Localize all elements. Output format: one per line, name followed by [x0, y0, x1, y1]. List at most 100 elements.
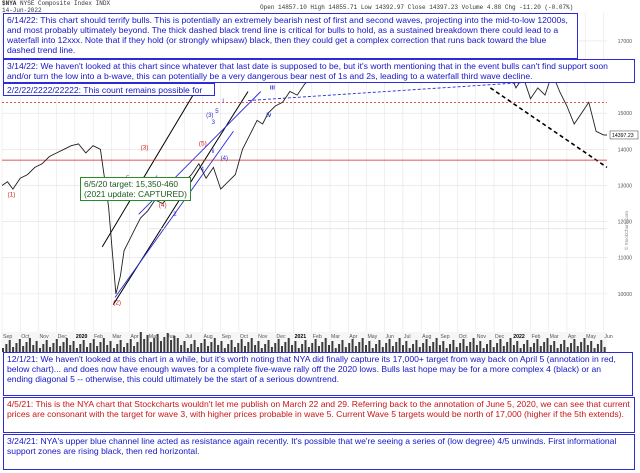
volume-bar [351, 339, 354, 352]
volume-bar [570, 343, 573, 352]
volume-bar [311, 343, 314, 352]
volume-bar [25, 342, 28, 352]
volume-bar [549, 345, 552, 352]
volume-bar [482, 348, 485, 352]
volume-bar [109, 341, 112, 352]
volume-bar [321, 342, 324, 352]
y-tick-14000: 14000 [618, 147, 633, 153]
volume-bar [348, 343, 351, 352]
volume-bar [116, 344, 119, 352]
target-box: 6/5/20 target: 15,350-460 (2021 update: … [80, 177, 191, 201]
volume-bar [499, 339, 502, 352]
x-tick-Apr: Apr [349, 334, 357, 340]
volume-bar [472, 338, 475, 352]
last-price-tag-box [609, 130, 639, 140]
volume-bar [38, 348, 41, 352]
volume-bar [583, 338, 586, 352]
volume-bar [264, 344, 267, 352]
volume-bar [223, 348, 226, 352]
chart-header-ohlc: Open 14857.10 High 14855.71 Low 14392.97… [260, 4, 573, 11]
wave-label-p2: (2) [113, 300, 121, 307]
volume-bar [509, 338, 512, 352]
volume-bar [297, 348, 300, 352]
volume-bar [139, 332, 142, 352]
chart-header-ticker: $NYA NYSE Composite Index INDX [2, 0, 110, 7]
x-tick-Dec: Dec [495, 334, 505, 340]
volume-bar [334, 348, 337, 352]
volume-bar [196, 347, 199, 352]
volume-bar [559, 344, 562, 352]
x-tick-Mar: Mar [331, 334, 340, 340]
volume-bar [287, 338, 290, 352]
wave-label-bp4: (4) [221, 156, 228, 162]
volume-bar [492, 347, 495, 352]
wave-label-p1: (1) [7, 191, 15, 198]
y-tick-12000: 12000 [618, 220, 633, 226]
annotation-2022-03-14-text: 3/14/22: We haven't looked at this chart… [7, 61, 608, 81]
volume-bar [536, 339, 539, 352]
volume-bar [354, 346, 357, 352]
volume-bar [593, 348, 596, 352]
annotation-2021-03-24-text: 3/24/21: NYA's upper blue channel line a… [7, 436, 617, 456]
volume-bar [375, 344, 378, 352]
volume-bar [502, 346, 505, 352]
volume-bar [539, 346, 542, 352]
volume-bar [361, 338, 364, 352]
volume-bar [45, 340, 48, 352]
x-tick-May: May [149, 334, 159, 340]
volume-bar [368, 341, 371, 352]
volume-bar [371, 348, 374, 352]
volume-bar [159, 341, 162, 352]
volume-bar [260, 348, 263, 352]
volume-bar [506, 342, 509, 352]
volume-bar [428, 346, 431, 352]
volume-bar [186, 348, 189, 352]
wave-label-bp3: (3) [206, 113, 213, 119]
volume-bar [304, 340, 307, 352]
volume-bar [543, 342, 546, 352]
volume-bar [86, 347, 89, 352]
x-tick-Feb: Feb [94, 334, 103, 340]
volume-bar [425, 339, 428, 352]
volume-bar [317, 346, 320, 352]
x-tick-Jun: Jun [167, 334, 175, 340]
volume-bar [96, 346, 99, 352]
volume-bar [553, 341, 556, 352]
volume-bar [230, 340, 233, 352]
volume-bar [580, 342, 583, 352]
volume-bar [28, 338, 31, 352]
annotation-2022-06-14-text: 6/14/22: This chart should terrify bulls… [7, 15, 568, 55]
x-tick-Oct: Oct [21, 334, 30, 340]
volume-bar [291, 345, 294, 352]
annotation-2021-03-24: 3/24/21: NYA's upper blue channel line a… [3, 434, 635, 470]
x-tick-Dec: Dec [58, 334, 68, 340]
volume-bar [267, 340, 270, 352]
volume-bar [106, 345, 109, 352]
volume-bar [422, 343, 425, 352]
volume-bar [314, 339, 317, 352]
volume-bar [479, 341, 482, 352]
volume-bar [573, 339, 576, 352]
volume-bar [338, 344, 341, 352]
volume-bar [52, 343, 55, 352]
x-axis-tick-labels: Sep Oct Nov Dec 2020 Feb Mar Apr May Jun Jul Aug Sep… [3, 334, 613, 340]
wave-label-rb4: (4) [159, 202, 167, 209]
volume-bar [143, 339, 146, 352]
volume-bar [412, 344, 415, 352]
volume-bar [328, 345, 331, 352]
volume-bar [590, 341, 593, 352]
y-tick-15000: 15000 [618, 111, 633, 117]
volume-bar [438, 345, 441, 352]
wave-label-iv: iv [266, 113, 272, 119]
volume-bar [92, 339, 95, 352]
volume-bar [418, 347, 421, 352]
volume-bar [99, 342, 102, 352]
volume-bar [163, 337, 166, 352]
volume-bar [445, 348, 448, 352]
volume-bar [432, 342, 435, 352]
volume-bar [15, 343, 18, 352]
volume-bar [486, 344, 488, 352]
volume-bar [600, 340, 603, 352]
ticker-symbol: $NYA [2, 0, 17, 7]
volume-bar [566, 347, 569, 352]
